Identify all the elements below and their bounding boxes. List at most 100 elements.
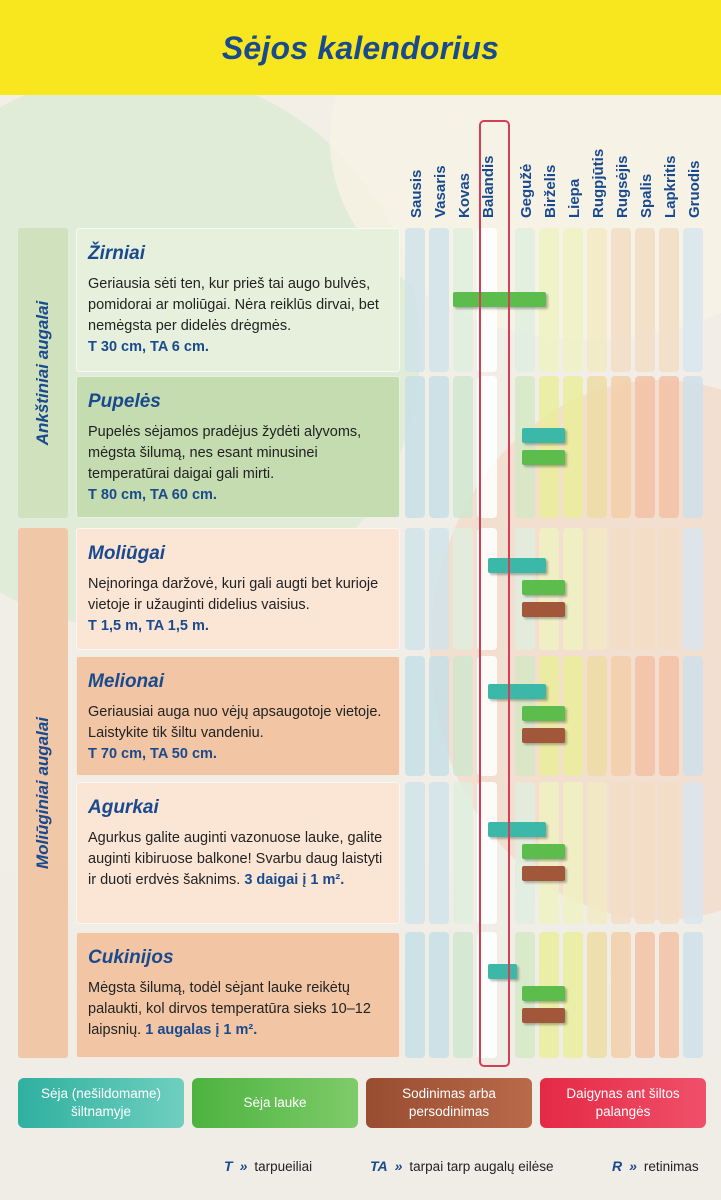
- grid-cell: [635, 376, 655, 518]
- grid-cell: [659, 528, 679, 650]
- grid-cell: [611, 932, 631, 1058]
- grid-cell: [683, 528, 703, 650]
- crop-card-moliugai: Moliūgai Neįnoringa daržovė, kuri gali a…: [76, 528, 400, 650]
- grid-cell: [611, 528, 631, 650]
- grid-cell: [453, 782, 473, 924]
- grid-cell: [563, 376, 583, 518]
- period-bar: [522, 428, 566, 443]
- grid-cell: [635, 656, 655, 776]
- period-bar: [522, 450, 566, 465]
- crop-description: Geriausia sėti ten, kur prieš tai augo b…: [88, 276, 379, 334]
- period-bar: [522, 986, 566, 1001]
- crop-card-zirniai: Žirniai Geriausia sėti ten, kur prieš ta…: [76, 228, 400, 372]
- crop-density: 1 augalas į 1 m².: [145, 1022, 258, 1038]
- grid-cell: [587, 932, 607, 1058]
- grid-cell: [659, 656, 679, 776]
- arrow-icon: »: [629, 1158, 637, 1174]
- grid-cell: [611, 782, 631, 924]
- crop-name: Melionai: [88, 671, 165, 692]
- grid-cell: [587, 228, 607, 372]
- grid-cell: [611, 376, 631, 518]
- month-label: Sausis: [408, 169, 425, 218]
- crop-card-cukinijos: Cukinijos Mėgsta šilumą, todėl sėjant la…: [76, 932, 400, 1058]
- grid-cell: [453, 528, 473, 650]
- abbr-key: R: [612, 1158, 623, 1174]
- abbr-key: T: [224, 1158, 233, 1174]
- page-title: Sėjos kalendorius: [221, 30, 500, 66]
- crop-description: Mėgsta šilumą, todėl sėjant lauke reikėt…: [88, 978, 387, 1041]
- grid-cell: [635, 228, 655, 372]
- grid-cell: [683, 656, 703, 776]
- legend-greenhouse: Sėja (nešildomame) šiltnamyje: [18, 1078, 184, 1128]
- crop-description-text: Mėgsta šilumą, todėl sėjant lauke reikėt…: [88, 980, 371, 1038]
- crop-spacing: T 1,5 m, TA 1,5 m.: [88, 618, 209, 634]
- grid-cell: [683, 932, 703, 1058]
- arrow-icon: »: [239, 1158, 248, 1174]
- period-bar: [453, 292, 547, 307]
- legend-windowsill-label: Daigynas ant šiltos palangės: [566, 1086, 680, 1119]
- month-label: Birželis: [542, 164, 559, 218]
- grid-cell: [453, 932, 473, 1058]
- grid-cell: [683, 228, 703, 372]
- grid-cell: [477, 932, 497, 1058]
- legend-outdoor-label: Sėja lauke: [243, 1095, 307, 1110]
- crop-description-text: Agurkus galite auginti vazonuose lauke, …: [88, 830, 383, 888]
- grid-cell: [611, 228, 631, 372]
- grid-cell: [539, 228, 559, 372]
- legend-greenhouse-label: Sėja (nešildomame) šiltnamyje: [40, 1086, 162, 1119]
- legend-outdoor: Sėja lauke: [192, 1078, 358, 1128]
- grid-cell: [635, 782, 655, 924]
- grid-cell: [405, 528, 425, 650]
- grid-cell: [563, 782, 583, 924]
- grid-cell: [587, 376, 607, 518]
- arrow-icon: »: [394, 1158, 403, 1174]
- grid-cell: [659, 228, 679, 372]
- grid-cell: [539, 376, 559, 518]
- period-bar: [488, 964, 518, 979]
- crop-name: Cukinijos: [88, 947, 174, 968]
- crop-name: Agurkai: [88, 797, 159, 818]
- grid-cell: [563, 528, 583, 650]
- grid-cell: [477, 782, 497, 924]
- header-band: [0, 0, 721, 95]
- abbr-key: TA: [370, 1158, 388, 1174]
- crop-description: Pupelės sėjamos pradėjus žydėti alyvoms,…: [88, 424, 362, 482]
- grid-cell: [659, 932, 679, 1058]
- period-bar: [522, 728, 566, 743]
- grid-cell: [477, 376, 497, 518]
- grid-cell: [563, 932, 583, 1058]
- crop-card-pupeles: Pupelės Pupelės sėjamos pradėjus žydėti …: [76, 376, 400, 518]
- grid-cell: [587, 782, 607, 924]
- grid-cell: [635, 932, 655, 1058]
- grid-cell: [405, 656, 425, 776]
- grid-cell: [587, 656, 607, 776]
- legend-planting: Sodinimas arba persodinimas: [366, 1078, 532, 1128]
- period-bar: [522, 706, 566, 721]
- period-bar: [488, 558, 547, 573]
- month-label: Gruodis: [686, 160, 703, 218]
- period-bar: [488, 822, 547, 837]
- grid-cell: [683, 782, 703, 924]
- period-bar: [522, 1008, 566, 1023]
- abbr-r: R » retinimas: [612, 1158, 699, 1174]
- grid-cell: [429, 656, 449, 776]
- legend-planting-label: Sodinimas arba persodinimas: [402, 1086, 496, 1119]
- crop-description: Neįnoringa daržovė, kuri gali augti bet …: [88, 576, 379, 613]
- grid-cell: [429, 228, 449, 372]
- abbr-label: tarpai tarp augalų eilėse: [409, 1159, 554, 1174]
- grid-cell: [611, 656, 631, 776]
- crop-spacing: T 30 cm, TA 6 cm.: [88, 339, 209, 355]
- month-label: Liepa: [566, 178, 583, 218]
- crop-spacing: T 80 cm, TA 60 cm.: [88, 487, 217, 503]
- section-legumes: Ankštiniai augalai: [18, 228, 68, 518]
- grid-cell: [683, 376, 703, 518]
- period-bar: [522, 844, 566, 859]
- month-label: Rugsėjis: [614, 155, 631, 218]
- period-bar: [522, 866, 566, 881]
- grid-cell: [453, 656, 473, 776]
- grid-cell: [429, 782, 449, 924]
- grid-cell: [405, 376, 425, 518]
- grid-cell: [563, 228, 583, 372]
- crop-name: Moliūgai: [88, 543, 166, 564]
